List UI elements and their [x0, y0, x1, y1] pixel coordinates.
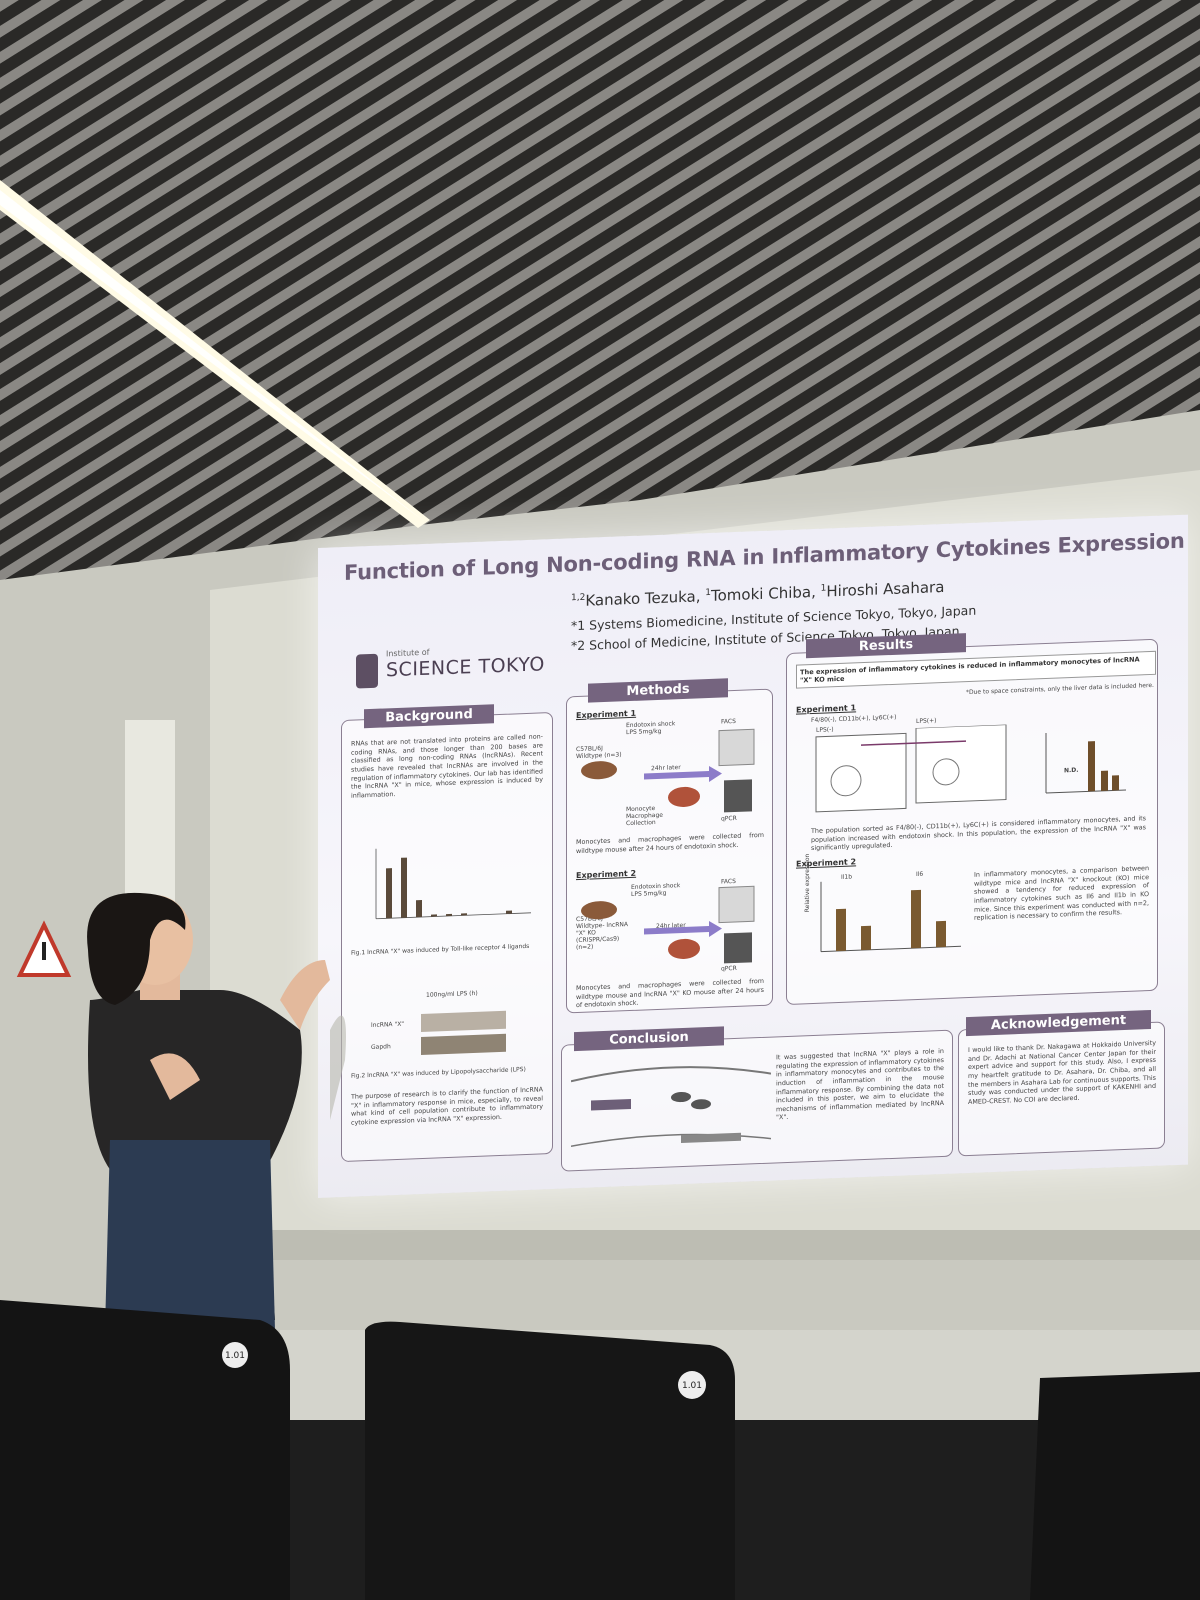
gene: [681, 1132, 741, 1144]
mechanism-diagram: [571, 1066, 771, 1148]
ceiling-light: [0, 180, 430, 528]
facs-plots: [815, 724, 1126, 813]
hand: [280, 960, 330, 1030]
mouse: [581, 901, 617, 920]
chair: [1030, 1372, 1200, 1600]
gate: [830, 765, 862, 797]
protein: [671, 1092, 691, 1103]
exp2-chart: [820, 881, 961, 953]
chair-number: 1.01: [682, 1381, 702, 1391]
rna: [591, 1098, 631, 1111]
hand-shadow: [330, 1015, 346, 1120]
hand: [150, 1053, 200, 1100]
bar: [1088, 741, 1095, 792]
bar: [1112, 775, 1119, 791]
warning-mark: [42, 942, 46, 960]
wall-pillar: [125, 720, 175, 920]
bar: [446, 913, 452, 917]
hair: [87, 892, 186, 1005]
protein: [691, 1099, 711, 1110]
organ: [668, 786, 700, 807]
bar: [911, 889, 921, 949]
chair-number: 1.01: [225, 1351, 245, 1361]
facs-machine: [718, 728, 755, 767]
gate: [932, 758, 960, 786]
bar: [936, 920, 946, 948]
projection-screen: Function of Long Non-coding RNA in Infla…: [318, 514, 1188, 1198]
qpcr-machine: [724, 932, 752, 964]
chair-badge: [222, 1342, 248, 1368]
nucleus: [571, 1133, 771, 1148]
chair: [0, 1300, 290, 1600]
facs-plot: [915, 724, 1007, 804]
membrane: [571, 1066, 771, 1083]
facs-plot: [815, 732, 907, 813]
screen-ledge: [270, 1230, 1200, 1260]
light-glow: [0, 190, 425, 522]
arrow: [644, 765, 722, 782]
method-diagram: [581, 728, 755, 813]
method-diagram: [581, 885, 755, 964]
facs-machine: [718, 885, 755, 924]
bar: [401, 857, 407, 918]
chair-badge: [678, 1371, 706, 1399]
fig1-chart: [375, 848, 531, 920]
bar: [461, 913, 467, 916]
jeans: [105, 1140, 275, 1330]
arrow: [861, 740, 966, 746]
axis: [821, 945, 961, 953]
bar: [416, 900, 422, 918]
mouse: [581, 761, 617, 780]
qpcr-machine: [724, 779, 752, 813]
organ: [668, 938, 700, 959]
chair: [365, 1321, 735, 1600]
bar: [861, 925, 871, 951]
poster: Function of Long Non-coding RNA in Infla…: [326, 523, 1185, 1186]
arrow: [644, 920, 722, 937]
bar: [386, 868, 392, 919]
bar: [1101, 770, 1108, 791]
bar: [506, 910, 512, 914]
bar: [836, 908, 846, 952]
bar: [431, 914, 437, 917]
